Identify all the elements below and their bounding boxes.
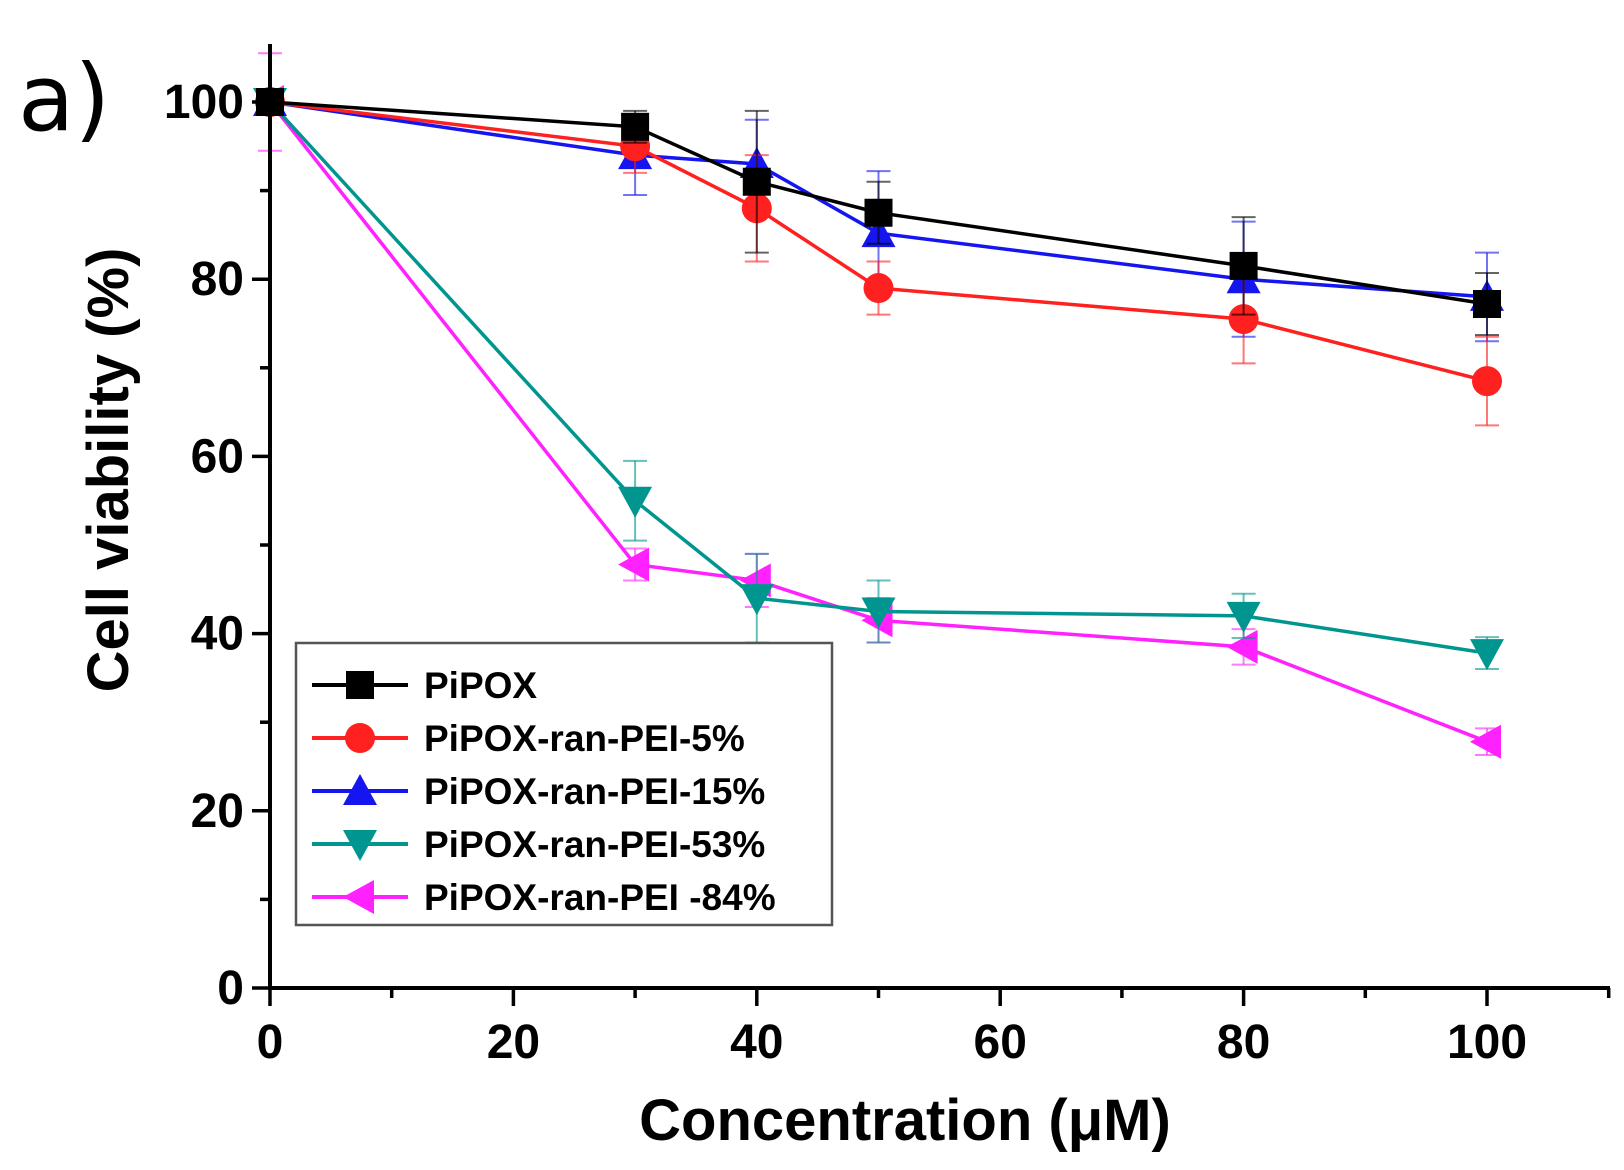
data-point	[1473, 290, 1501, 319]
legend-label: PiPOX-ran-PEI-5%	[424, 718, 745, 759]
legend-label: PiPOX-ran-PEI -84%	[424, 877, 776, 918]
data-point	[1226, 629, 1258, 664]
data-point	[739, 584, 774, 616]
data-point	[1229, 251, 1258, 280]
series-line	[268, 100, 1488, 655]
data-point	[863, 273, 894, 304]
series-layer	[253, 52, 1504, 759]
legend-entry: PiPOX-ran-PEI-5%	[312, 718, 745, 759]
x-axis-title: Concentration (μM)	[639, 1088, 1171, 1153]
y-tick-label: 80	[191, 253, 244, 306]
data-point	[864, 198, 893, 227]
legend-entry: PiPOX-ran-PEI -84%	[312, 877, 776, 918]
y-tick-label: 60	[191, 430, 244, 483]
series-line	[268, 100, 1488, 744]
legend-box	[294, 641, 834, 927]
y-tick-label: 20	[191, 785, 244, 838]
data-point	[618, 486, 653, 518]
data-point	[1228, 304, 1259, 335]
x-tick-label: 80	[1217, 1016, 1270, 1069]
series-line	[269, 100, 1488, 383]
panel-label: a)	[18, 45, 110, 152]
legend-entry: PiPOX	[312, 665, 537, 706]
x-tick-label: 40	[730, 1016, 783, 1069]
legend-entry: PiPOX-ran-PEI-53%	[312, 824, 765, 865]
x-tick-label: 60	[974, 1016, 1027, 1069]
data-point	[1226, 601, 1261, 633]
data-point	[621, 112, 650, 141]
y-tick-label: 100	[164, 76, 244, 129]
legend-entry: PiPOX-ran-PEI-15%	[312, 771, 765, 812]
series-1	[256, 88, 1501, 337]
data-point	[618, 547, 650, 582]
data-point	[861, 597, 896, 629]
x-tick-label: 20	[487, 1016, 540, 1069]
legend: PiPOX PiPOX-ran-PEI-5% PiPOX-ran-PEI-15% Pi…	[294, 641, 834, 927]
series-line	[269, 100, 1488, 306]
data-point	[1472, 366, 1502, 397]
y-tick-label: 0	[217, 962, 244, 1015]
y-axis-title: Cell viability (%)	[76, 248, 141, 693]
data-point	[742, 167, 771, 196]
legend-marker	[345, 723, 375, 753]
y-tick-label: 40	[191, 608, 244, 661]
legend-marker	[346, 671, 374, 699]
data-point	[1470, 724, 1501, 759]
axes-layer: 0 20 40 60 80 100 0 20 40 60 80 100	[164, 44, 1611, 1069]
legend-label: PiPOX-ran-PEI-53%	[424, 824, 765, 865]
data-point	[1470, 639, 1504, 671]
legend-label: PiPOX	[424, 665, 537, 706]
legend-marker	[343, 880, 374, 914]
x-tick-label: 0	[257, 1016, 284, 1069]
legend-marker	[343, 774, 377, 805]
legend-marker	[343, 830, 377, 861]
x-tick-label: 100	[1447, 1016, 1527, 1069]
legend-label: PiPOX-ran-PEI-15%	[424, 771, 765, 812]
